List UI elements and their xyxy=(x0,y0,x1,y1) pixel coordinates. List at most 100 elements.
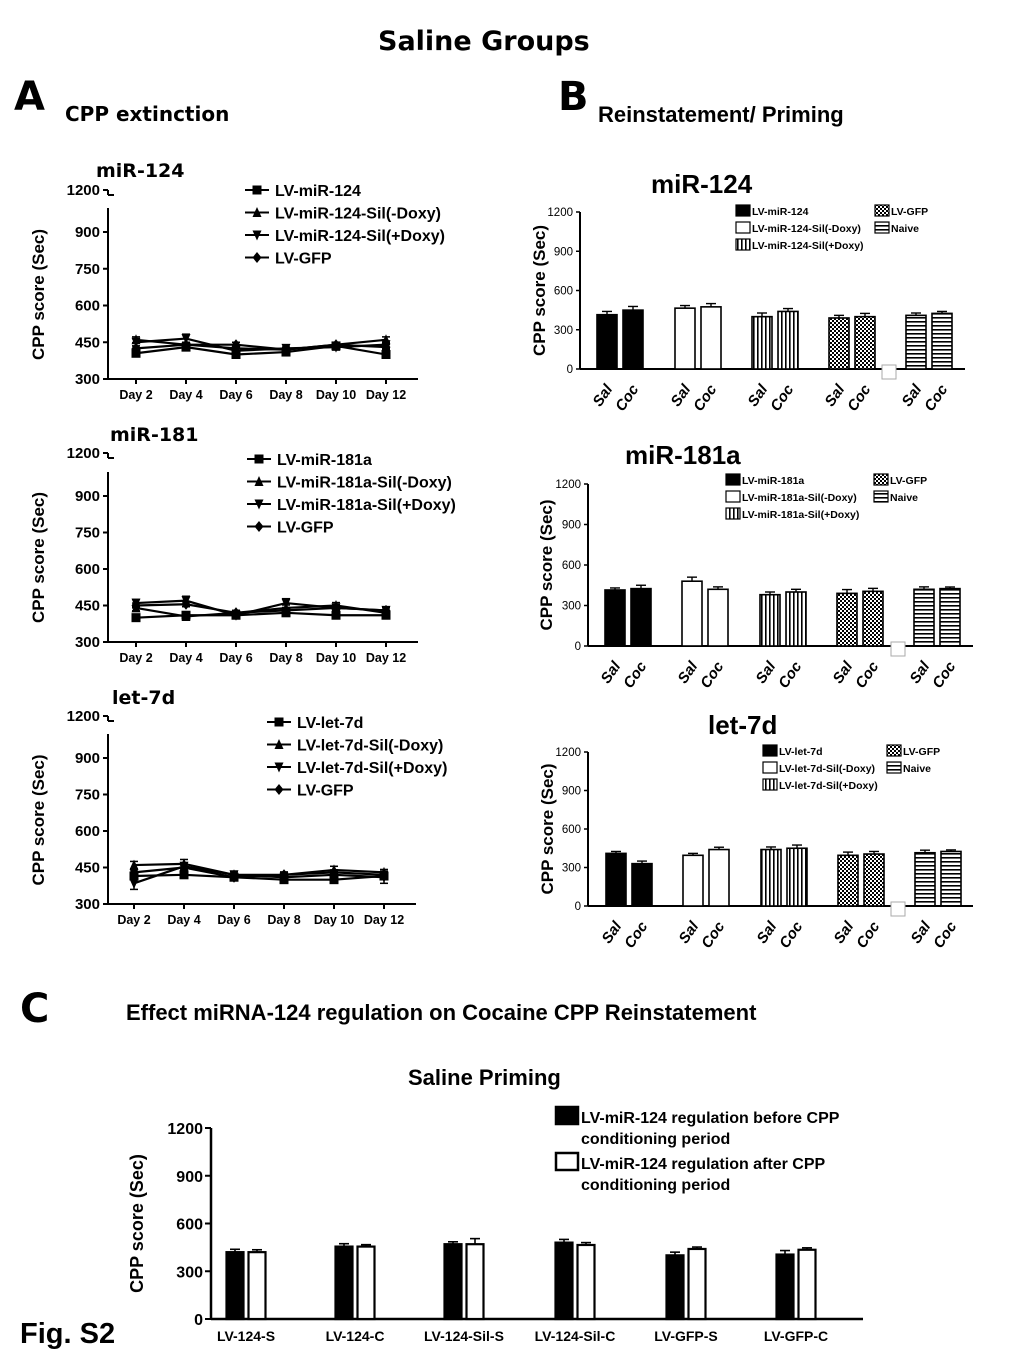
y-tick-label: 600 xyxy=(554,286,573,298)
bar-group-LV-124-S: LV-124-S xyxy=(217,1248,275,1344)
legend-label: LV-GFP xyxy=(891,206,928,218)
bar xyxy=(931,312,953,370)
y-tick-label: 900 xyxy=(562,786,581,798)
series-line xyxy=(133,862,385,876)
y-tick-label: 1200 xyxy=(555,479,581,491)
y-tick-label: 300 xyxy=(562,601,581,613)
legend-label: LV-let-7d-Sil(-Doxy) xyxy=(297,738,443,755)
bar xyxy=(682,854,704,907)
legend-label: LV-miR-124 regulation before CPP conditio… xyxy=(581,1110,840,1148)
x-tick-label: Coc xyxy=(767,381,798,415)
data-point xyxy=(181,610,191,621)
y-tick-label: 300 xyxy=(75,371,100,388)
data-point xyxy=(329,866,339,878)
x-tick-label: Coc xyxy=(698,918,729,952)
series-LV-GFP xyxy=(131,598,391,619)
x-tick-label: Day 4 xyxy=(167,913,200,927)
y-axis-label: CPP score (Sec) xyxy=(29,492,48,623)
line-chart-a1: 300 450 600 750 900 1200 CPP score (Sec) Day 2 D… xyxy=(29,182,445,402)
bar xyxy=(837,854,859,907)
y-tick-label: 900 xyxy=(176,1169,203,1186)
legend-label: LV-GFP xyxy=(275,251,332,268)
y-tick-label: 300 xyxy=(554,325,573,337)
legend-label: LV-miR-181a-Sil(-Doxy) xyxy=(277,475,452,492)
legend-label: LV-miR-181a-Sil(+Doxy) xyxy=(277,497,456,514)
bar xyxy=(225,1251,245,1321)
y-tick-label: 1200 xyxy=(67,182,100,199)
series-line xyxy=(135,603,387,614)
x-tick-label: Day 12 xyxy=(364,913,404,927)
x-tick-label: Day 6 xyxy=(217,913,250,927)
y-tick-label: 0 xyxy=(194,1312,203,1329)
legend-swatch xyxy=(886,761,902,774)
data-point xyxy=(181,334,191,345)
y-tick-label: 900 xyxy=(75,750,100,767)
bar xyxy=(554,1241,574,1321)
x-tick-label: LV-124-S xyxy=(217,1328,275,1344)
data-point xyxy=(381,604,391,616)
data-point xyxy=(179,870,189,880)
bar xyxy=(914,851,936,907)
legend-label: LV-GFP xyxy=(297,783,354,800)
y-tick-label: 1200 xyxy=(167,1121,203,1138)
legend-marker xyxy=(274,762,284,773)
y-tick-label: 900 xyxy=(554,246,573,258)
bar xyxy=(681,580,703,647)
legend-marker xyxy=(252,185,262,195)
legend-swatch xyxy=(735,204,751,217)
y-tick-label: 900 xyxy=(75,224,100,241)
legend-label: LV-let-7d-Sil(-Doxy) xyxy=(779,763,875,775)
legend-swatch xyxy=(873,473,889,486)
bar xyxy=(622,309,644,370)
x-tick-label: Day 2 xyxy=(119,388,152,402)
y-axis-label: CPP score (Sec) xyxy=(537,499,556,630)
x-tick-label: Day 10 xyxy=(316,388,356,402)
legend-swatch xyxy=(735,221,751,234)
y-axis-label: CPP score (Sec) xyxy=(530,225,549,356)
legend-label: LV-let-7d xyxy=(779,746,823,758)
chart-a1-title: miR-124 xyxy=(96,160,185,182)
bar xyxy=(630,587,652,647)
x-tick-label: Day 4 xyxy=(169,651,202,665)
y-tick-label: 1200 xyxy=(67,445,100,462)
legend-marker xyxy=(252,207,262,217)
x-tick-label: Day 2 xyxy=(119,651,152,665)
bar xyxy=(247,1251,267,1321)
x-tick-label: LV-124-C xyxy=(326,1328,385,1344)
bar xyxy=(334,1245,354,1321)
series-line xyxy=(133,873,385,881)
legend-marker xyxy=(254,521,264,532)
x-tick-label: Day 8 xyxy=(267,913,300,927)
y-axis-label: CPP score (Sec) xyxy=(29,754,48,885)
data-point xyxy=(379,869,389,881)
legend-label: LV-miR-124-Sil(+Doxy) xyxy=(752,240,864,252)
x-tick-label: Coc xyxy=(697,658,728,692)
y-axis-label: CPP score (Sec) xyxy=(127,1154,147,1293)
x-tick-label: LV-124-Sil-C xyxy=(535,1328,616,1344)
legend-marker xyxy=(274,717,284,727)
legend-marker xyxy=(254,454,264,464)
legend-swatch xyxy=(762,761,778,774)
data-point xyxy=(381,341,391,353)
y-tick-label: 450 xyxy=(75,598,100,615)
bar-group-LV-124-Sil-S: LV-124-Sil-S xyxy=(424,1237,504,1344)
x-tick-label: Day 2 xyxy=(117,913,150,927)
series-line xyxy=(135,343,387,351)
legend-label: LV-let-7d-Sil(+Doxy) xyxy=(779,780,878,792)
bar xyxy=(631,862,653,907)
bar xyxy=(775,1253,795,1321)
series-LV-GFP xyxy=(131,339,391,356)
x-tick-label: Day 6 xyxy=(219,651,252,665)
y-tick-label: 0 xyxy=(567,364,573,376)
legend-swatch xyxy=(886,744,902,757)
data-point xyxy=(331,339,341,351)
legend-label: LV-miR-181a-Sil(-Doxy) xyxy=(742,492,857,504)
y-tick-label: 750 xyxy=(75,261,100,278)
placeholder-box xyxy=(890,901,906,917)
